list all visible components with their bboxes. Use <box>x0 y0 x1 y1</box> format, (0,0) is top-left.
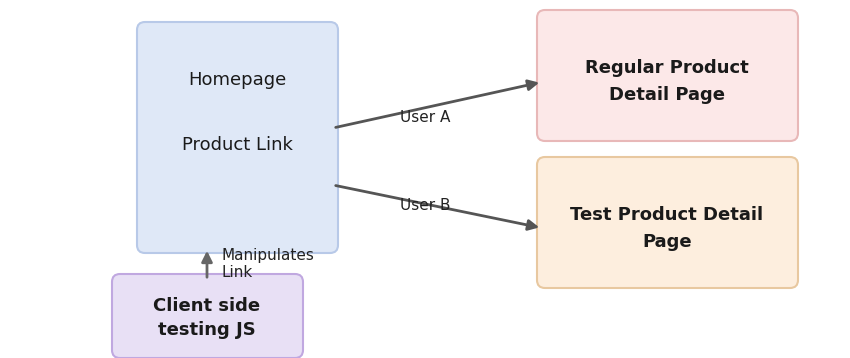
Text: Detail Page: Detail Page <box>609 86 725 104</box>
Text: Client side: Client side <box>154 297 261 315</box>
Text: User B: User B <box>400 198 450 213</box>
FancyBboxPatch shape <box>112 274 303 358</box>
Text: Product Link: Product Link <box>182 136 292 154</box>
Text: Manipulates
Link: Manipulates Link <box>222 248 314 280</box>
FancyBboxPatch shape <box>537 157 798 288</box>
Text: User A: User A <box>400 111 450 126</box>
Text: Homepage: Homepage <box>188 71 286 89</box>
FancyBboxPatch shape <box>537 10 798 141</box>
Text: Page: Page <box>643 233 692 251</box>
Text: testing JS: testing JS <box>158 321 256 339</box>
Text: Test Product Detail: Test Product Detail <box>570 206 763 224</box>
Text: Regular Product: Regular Product <box>585 59 749 77</box>
FancyBboxPatch shape <box>137 22 338 253</box>
